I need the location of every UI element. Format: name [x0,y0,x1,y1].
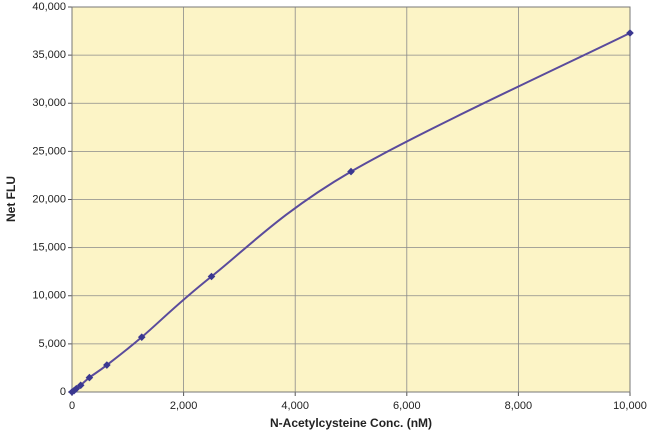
x-tick-label: 2,000 [170,400,198,412]
marker [76,381,85,390]
marker [137,333,146,341]
marker [103,361,111,369]
y-tick-label: 40,000 [32,1,66,13]
plot-border [71,6,631,393]
x-tick-label: 10,000 [613,400,647,412]
y-axis-title: Net FLU [4,176,18,222]
x-tick-label: 8,000 [505,400,533,412]
y-tick-label: 20,000 [32,193,66,205]
x-tick-label: 4,000 [281,400,309,412]
x-axis-title: N-Acetylcysteine Conc. (nM) [270,416,432,430]
y-tick-label: 25,000 [32,145,66,157]
y-tick-label: 30,000 [32,97,66,109]
x-tick-label: 6,000 [393,400,421,412]
marker [207,272,216,281]
y-tick-label: 5,000 [38,338,66,350]
marker [347,167,355,176]
x-tick-label: 0 [69,400,75,412]
y-tick-label: 35,000 [32,49,66,61]
y-tick-label: 0 [60,386,66,398]
y-tick-label: 10,000 [32,290,66,302]
marker [626,29,634,37]
y-tick-label: 15,000 [32,242,66,254]
marker [72,384,81,393]
marker [85,373,94,382]
